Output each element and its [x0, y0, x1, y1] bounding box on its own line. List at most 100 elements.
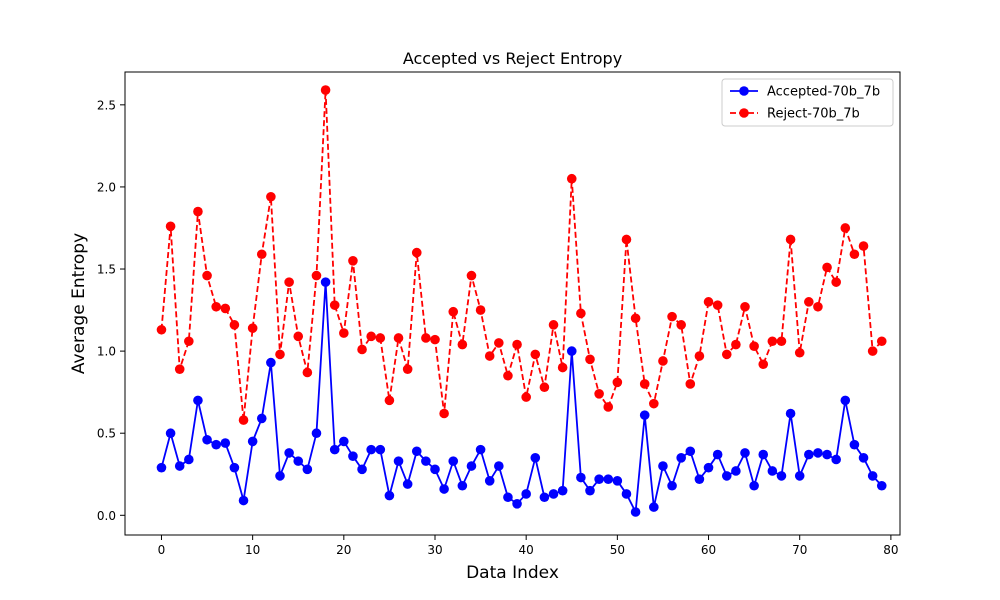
data-point-reject-70b-7b: [156, 324, 167, 335]
legend-label-reject: Reject-70b_7b: [767, 107, 860, 122]
data-point-reject-70b-7b: [840, 223, 851, 233]
data-point-accepted-70b-7b: [202, 434, 212, 445]
y-tick-label: 1.5: [97, 263, 116, 277]
data-point-accepted-70b-7b: [557, 485, 568, 496]
data-point-reject-70b-7b: [749, 341, 759, 351]
y-axis: 0.0 0.5 1.0 1.5 2.0 2.5: [97, 98, 125, 523]
data-point-accepted-70b-7b: [621, 489, 632, 499]
data-point-accepted-70b-7b: [831, 454, 841, 465]
data-point-reject-70b-7b: [758, 359, 769, 370]
data-point-reject-70b-7b: [639, 379, 650, 389]
x-tick-label: 40: [519, 543, 534, 557]
data-point-reject-70b-7b: [822, 262, 832, 273]
data-point-accepted-70b-7b: [293, 456, 304, 466]
data-point-accepted-70b-7b: [430, 464, 440, 475]
data-point-reject-70b-7b: [667, 311, 677, 322]
data-point-reject-70b-7b: [174, 364, 185, 374]
x-tick-label: 70: [792, 543, 807, 557]
x-axis-title: Data Index: [466, 563, 559, 583]
data-point-reject-70b-7b: [621, 234, 632, 245]
x-tick-label: 30: [427, 543, 442, 557]
legend-label-accepted: Accepted-70b_7b: [767, 85, 880, 100]
data-point-accepted-70b-7b: [238, 495, 249, 506]
data-point-accepted-70b-7b: [220, 438, 231, 448]
data-point-reject-70b-7b: [867, 346, 878, 356]
series-layer: [156, 85, 887, 517]
data-point-accepted-70b-7b: [448, 456, 459, 466]
x-tick-label: 80: [883, 543, 898, 557]
x-tick-label: 60: [701, 543, 716, 557]
data-point-reject-70b-7b: [858, 241, 869, 251]
data-point-accepted-70b-7b: [503, 492, 513, 503]
data-point-accepted-70b-7b: [776, 471, 787, 481]
data-point-accepted-70b-7b: [275, 471, 285, 481]
data-point-accepted-70b-7b: [694, 474, 705, 484]
x-axis: 0 10 20 30 40 50 60 70 80: [158, 535, 899, 557]
data-point-accepted-70b-7b: [639, 410, 650, 420]
data-point-reject-70b-7b: [256, 249, 267, 260]
data-point-reject-70b-7b: [229, 320, 240, 330]
data-point-accepted-70b-7b: [339, 436, 349, 447]
data-point-reject-70b-7b: [731, 339, 741, 350]
data-point-accepted-70b-7b: [585, 485, 595, 496]
data-point-reject-70b-7b: [311, 270, 322, 281]
data-point-accepted-70b-7b: [749, 480, 759, 491]
data-point-reject-70b-7b: [530, 349, 541, 360]
data-point-reject-70b-7b: [220, 303, 231, 314]
data-point-reject-70b-7b: [402, 364, 413, 374]
data-point-accepted-70b-7b: [703, 462, 714, 473]
y-axis-title: Average Entropy: [69, 233, 89, 374]
data-point-reject-70b-7b: [831, 277, 841, 287]
data-point-reject-70b-7b: [785, 234, 796, 245]
data-point-accepted-70b-7b: [685, 446, 696, 457]
data-point-accepted-70b-7b: [785, 408, 796, 419]
data-point-accepted-70b-7b: [357, 464, 367, 475]
data-point-accepted-70b-7b: [411, 446, 422, 457]
data-point-accepted-70b-7b: [421, 456, 431, 466]
data-point-accepted-70b-7b: [484, 476, 495, 486]
data-point-accepted-70b-7b: [193, 395, 203, 406]
data-point-accepted-70b-7b: [867, 471, 878, 481]
data-point-reject-70b-7b: [348, 256, 358, 266]
data-point-accepted-70b-7b: [402, 479, 413, 489]
data-point-reject-70b-7b: [557, 362, 568, 373]
data-point-reject-70b-7b: [357, 344, 367, 355]
data-point-reject-70b-7b: [484, 351, 495, 361]
series-accepted-70b-7b: [156, 277, 887, 517]
data-point-reject-70b-7b: [284, 277, 294, 287]
data-point-reject-70b-7b: [293, 331, 304, 342]
data-point-reject-70b-7b: [776, 336, 787, 347]
data-point-reject-70b-7b: [466, 270, 477, 281]
data-point-accepted-70b-7b: [302, 464, 313, 475]
data-point-accepted-70b-7b: [649, 502, 659, 512]
x-tick-label: 10: [245, 543, 260, 557]
data-point-reject-70b-7b: [566, 173, 577, 184]
data-point-accepted-70b-7b: [247, 436, 258, 447]
data-point-accepted-70b-7b: [375, 444, 386, 455]
data-point-reject-70b-7b: [266, 191, 276, 202]
data-point-accepted-70b-7b: [767, 466, 778, 476]
data-point-accepted-70b-7b: [530, 453, 541, 463]
data-point-reject-70b-7b: [676, 320, 686, 330]
data-point-accepted-70b-7b: [658, 461, 668, 471]
legend-marker-accepted: [739, 86, 749, 96]
data-point-reject-70b-7b: [430, 334, 440, 345]
data-point-reject-70b-7b: [320, 85, 331, 95]
data-point-reject-70b-7b: [366, 331, 376, 342]
data-point-reject-70b-7b: [384, 395, 395, 406]
data-point-accepted-70b-7b: [184, 454, 194, 465]
y-tick-label: 2.5: [97, 98, 116, 112]
data-point-accepted-70b-7b: [457, 480, 468, 491]
data-point-reject-70b-7b: [503, 370, 513, 381]
chart-title: Accepted vs Reject Entropy: [403, 49, 622, 68]
x-tick-label: 20: [336, 543, 351, 557]
data-point-reject-70b-7b: [247, 323, 258, 333]
data-point-accepted-70b-7b: [667, 480, 677, 491]
data-point-accepted-70b-7b: [284, 448, 294, 458]
series-reject-70b-7b: [156, 85, 887, 425]
data-point-reject-70b-7b: [603, 402, 614, 412]
data-point-accepted-70b-7b: [348, 451, 358, 461]
data-point-reject-70b-7b: [849, 249, 860, 260]
data-point-reject-70b-7b: [876, 336, 887, 347]
